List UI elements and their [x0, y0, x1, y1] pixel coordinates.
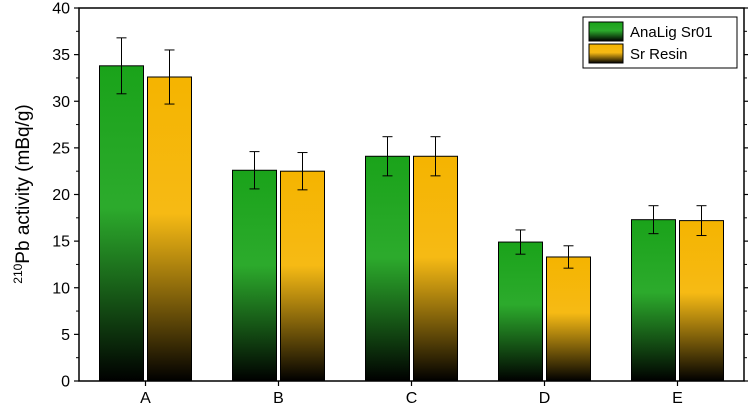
bar-A-series1	[99, 65, 144, 382]
bars-layer	[99, 65, 724, 382]
y-tick-label-30: 30	[52, 94, 70, 111]
bar-D-series1	[498, 241, 543, 382]
x-tick-label-D: D	[539, 390, 551, 407]
error-bars-layer	[116, 37, 707, 269]
y-tick-label-25: 25	[52, 140, 70, 157]
x-tick-label-B: B	[273, 390, 284, 407]
bar-C-series2	[413, 155, 458, 382]
error-bar-E-series2	[696, 205, 707, 237]
y-axis-label-text: Pb activity (mBq/g)	[13, 104, 34, 263]
bar-B-series2	[280, 170, 325, 382]
error-bar-B-series2	[297, 152, 308, 191]
y-tick-label-15: 15	[52, 234, 70, 251]
error-bar-A-series2	[164, 49, 175, 105]
legend-label-series1: AnaLig Sr01	[630, 24, 713, 41]
bar-E-series1	[631, 219, 676, 382]
bar-D-series2	[546, 256, 591, 382]
y-tick-label-35: 35	[52, 47, 70, 64]
error-bar-E-series1	[648, 205, 659, 235]
legend-label-series2: Sr Resin	[630, 46, 688, 63]
error-bar-D-series1	[515, 229, 526, 255]
x-tick-label-E: E	[672, 390, 683, 407]
y-tick-label-10: 10	[52, 280, 70, 297]
bar-A-series2	[147, 76, 192, 382]
error-bar-D-series2	[563, 245, 574, 269]
y-tick-label-5: 5	[61, 327, 70, 344]
legend-swatch-series2	[588, 43, 624, 64]
y-axis-label-superscript: 210	[11, 263, 25, 283]
error-bar-C-series2	[430, 136, 441, 177]
axes-layer: A B C D E 0 5 10 15 20 25 30 35 40	[52, 1, 748, 407]
y-tick-label-40: 40	[52, 1, 70, 18]
x-tick-label-C: C	[406, 390, 418, 407]
y-axis-label: 210Pb activity (mBq/g)	[11, 104, 34, 283]
x-tick-label-A: A	[140, 390, 151, 407]
error-bar-A-series1	[116, 37, 127, 95]
legend-swatch-series1	[588, 21, 624, 42]
error-bar-C-series1	[382, 136, 393, 177]
y-tick-label-0: 0	[61, 374, 70, 391]
legend: AnaLig Sr01 Sr Resin	[582, 16, 738, 69]
error-bar-B-series1	[249, 151, 260, 190]
bar-B-series1	[232, 169, 277, 382]
y-tick-label-20: 20	[52, 187, 70, 204]
bar-E-series2	[679, 220, 724, 382]
bar-C-series1	[365, 155, 410, 382]
